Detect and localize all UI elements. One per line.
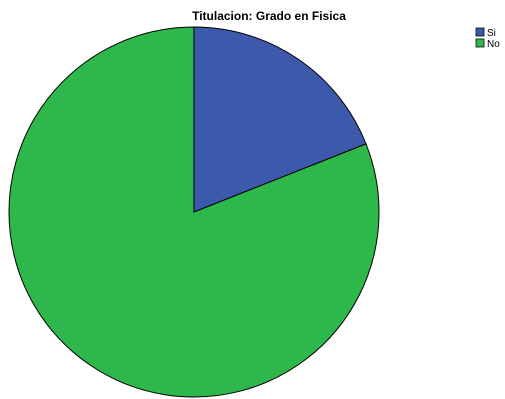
chart-title: Titulacion: Grado en Fisica [192,9,346,23]
legend-swatch-no [475,38,485,48]
pie-slice-si [193,26,367,213]
legend-label-no: No [487,39,500,50]
legend-label-si: Si [487,28,496,39]
pie-slices [8,26,380,398]
pie-slice-no [8,26,380,398]
legend-swatch-si [475,27,485,37]
